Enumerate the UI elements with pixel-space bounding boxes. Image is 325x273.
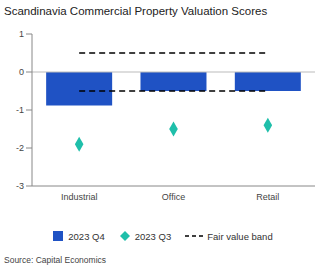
svg-text:Office: Office [162, 192, 185, 202]
html-text:Scandinavia Commercial Propert: Scandinavia Commercial Property Valuatio… [4, 5, 268, 17]
html-text:2023 Q4: 2023 Q4 [68, 230, 105, 242]
svg-text:-3: -3 [16, 181, 24, 191]
html-text:Fair value band: Fair value band [207, 230, 273, 242]
svg-text:Retail: Retail [256, 192, 279, 202]
svg-text:Industrial: Industrial [61, 192, 98, 202]
html-text:Source: Capital Economics: Source: Capital Economics [4, 255, 106, 265]
svg-text:1: 1 [19, 29, 24, 39]
svg-text:0: 0 [19, 67, 24, 77]
html-text:2023 Q3: 2023 Q3 [134, 230, 172, 242]
svg-text:-1: -1 [16, 105, 24, 115]
svg-text:-2: -2 [16, 143, 24, 153]
